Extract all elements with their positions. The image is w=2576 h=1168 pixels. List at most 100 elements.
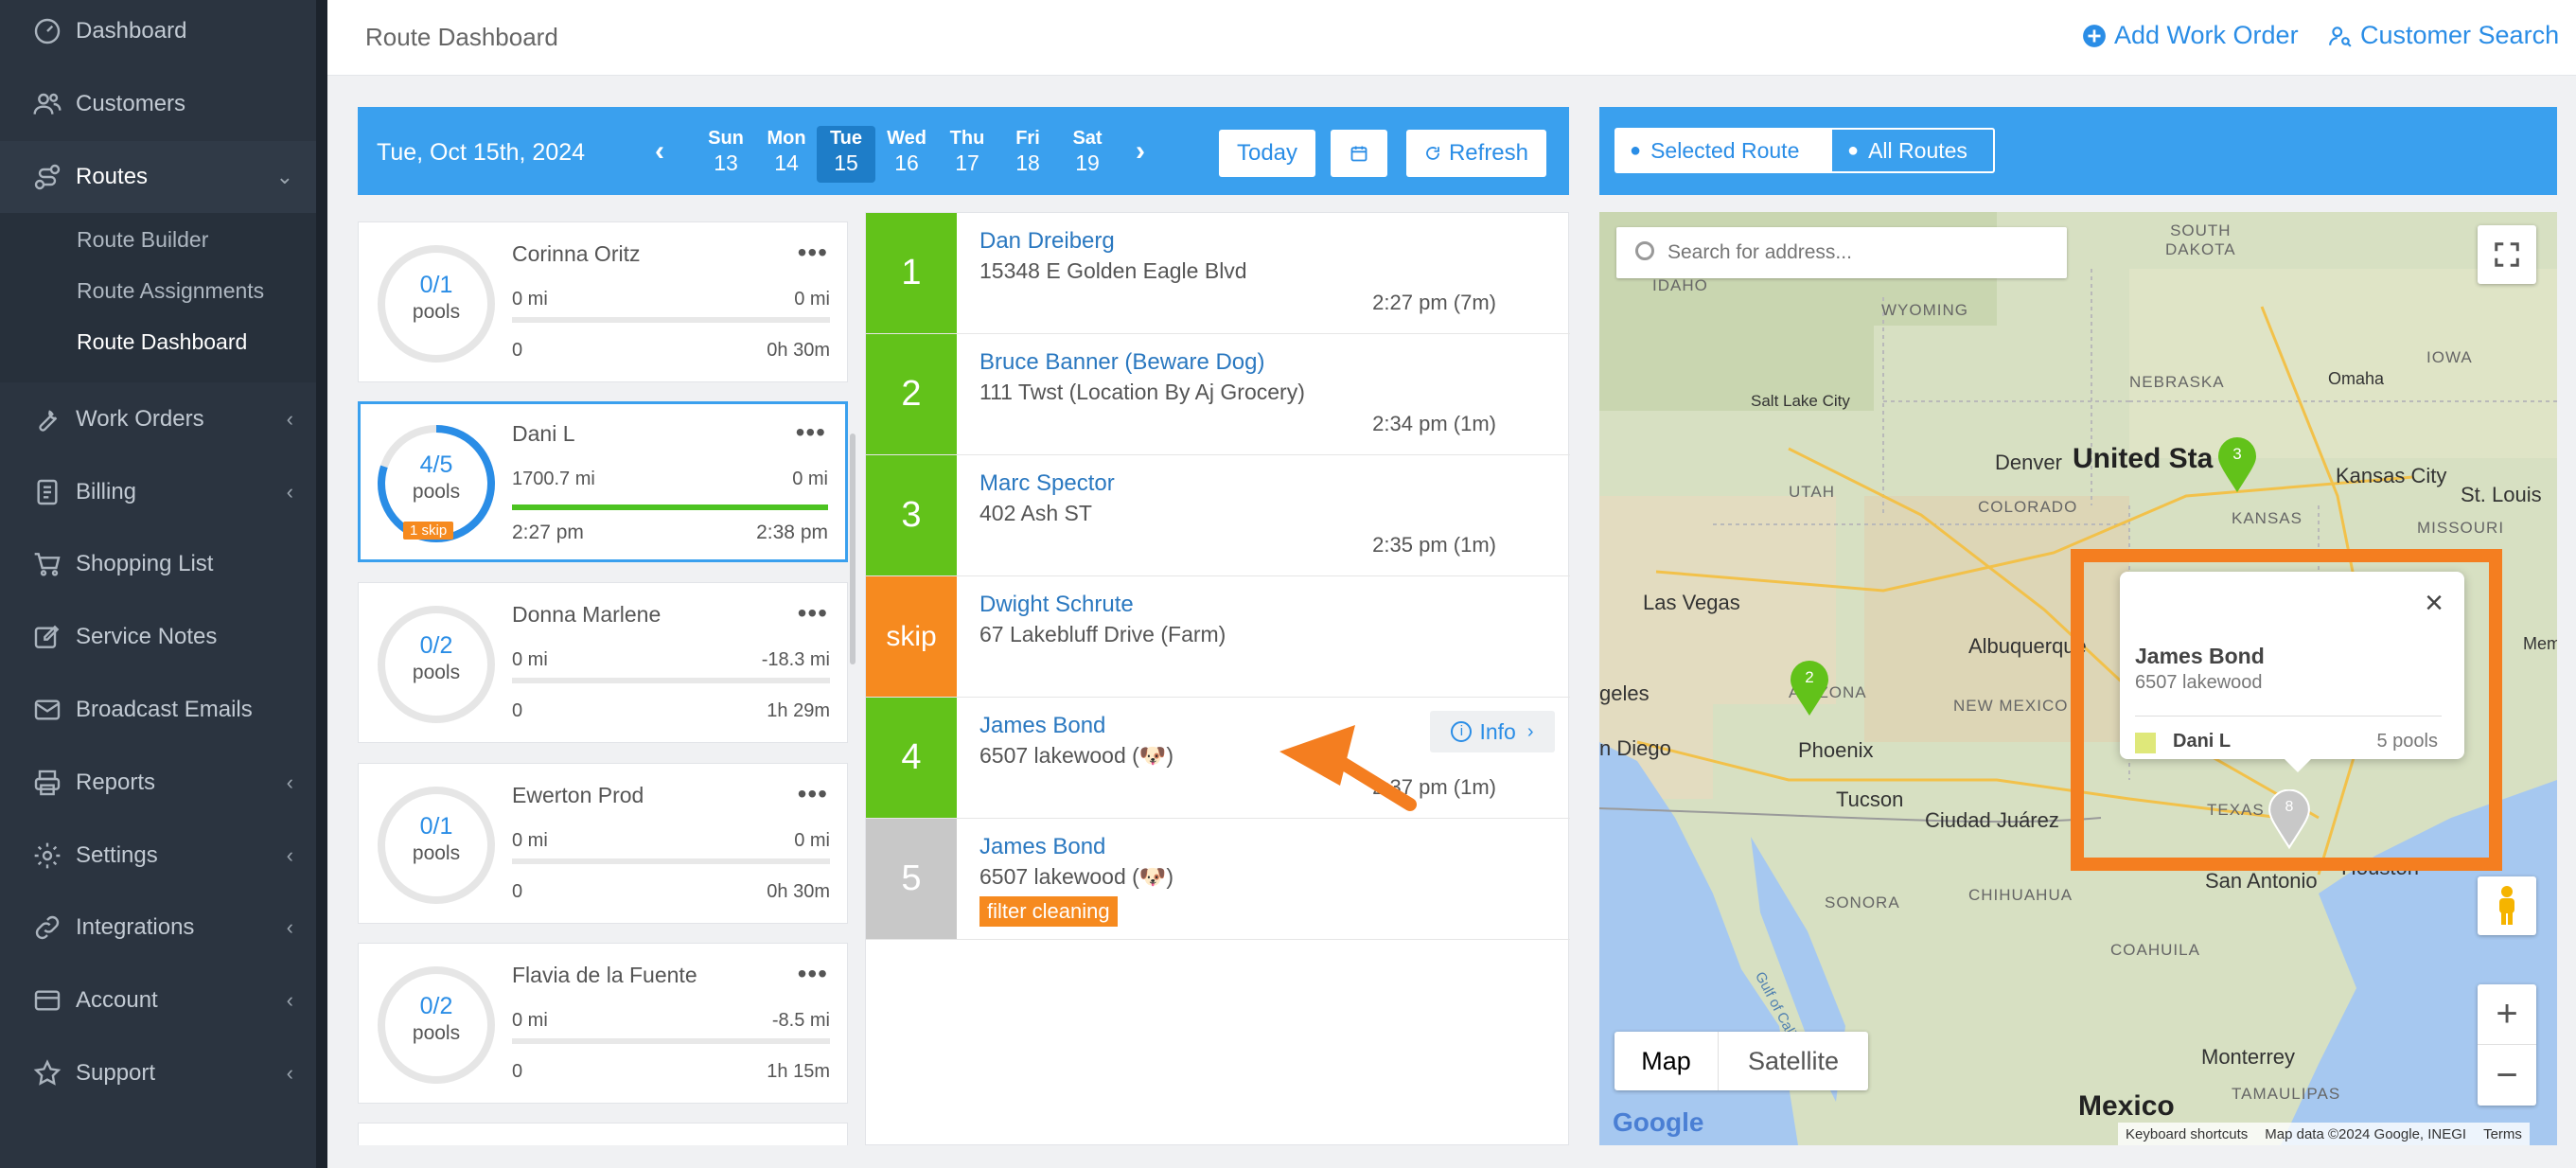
street-view-button[interactable]: [2478, 876, 2536, 935]
map-pin-selected[interactable]: 8: [2267, 788, 2311, 850]
day-num: 16: [894, 150, 919, 175]
refresh-button[interactable]: Refresh: [1406, 130, 1546, 177]
distance-right: 0 mi: [794, 289, 830, 310]
nav-service-notes[interactable]: Service Notes: [0, 601, 316, 673]
nav-broadcast-emails[interactable]: Broadcast Emails: [0, 674, 316, 746]
day-tue[interactable]: Tue 15: [817, 126, 875, 183]
progress-ring: [378, 245, 495, 363]
more-options-icon[interactable]: •••: [795, 417, 826, 447]
tech-card-partial[interactable]: [358, 1123, 848, 1145]
map-marker-icon: [1791, 661, 1828, 716]
customer-name-link[interactable]: James Bond: [979, 713, 1106, 738]
more-options-icon[interactable]: •••: [797, 959, 828, 988]
customer-name-link[interactable]: James Bond: [979, 834, 1106, 859]
ring-text: 4/5 pools: [376, 423, 497, 504]
tech-list-scrollbar[interactable]: [850, 434, 856, 664]
customer-name-link[interactable]: Bruce Banner (Beware Dog): [979, 349, 1265, 375]
day-sun[interactable]: Sun 13: [697, 126, 755, 183]
tech-card-selected[interactable]: 4/5 pools 1 skip Dani L ••• 1700.7 mi 0 m…: [358, 401, 848, 562]
calendar-button[interactable]: [1331, 130, 1387, 177]
fullscreen-button[interactable]: [2478, 225, 2536, 284]
nav-account[interactable]: Account ‹: [0, 964, 316, 1036]
map-marker-icon: [2268, 788, 2310, 850]
submenu-route-builder[interactable]: Route Builder: [77, 227, 209, 252]
submenu-route-assignments[interactable]: Route Assignments: [77, 278, 265, 303]
search-icon: [1635, 241, 1654, 260]
day-fri[interactable]: Fri 18: [998, 126, 1057, 183]
customer-name-link[interactable]: Dwight Schrute: [979, 592, 1134, 617]
prev-week-icon[interactable]: ‹: [655, 135, 664, 167]
sidebar-scrollbar[interactable]: [316, 0, 327, 1168]
day-name: Sun: [708, 128, 744, 149]
map-label-tucson: Tucson: [1836, 788, 1904, 811]
zoom-in-button[interactable]: +: [2478, 984, 2536, 1045]
calendar-icon: [1350, 146, 1367, 162]
nav-support[interactable]: Support ‹: [0, 1037, 316, 1109]
all-routes-button[interactable]: ● All Routes: [1830, 128, 1995, 173]
map-toolbar: ● Selected Route ● All Routes: [1599, 107, 2557, 195]
pool-ratio: 0/2: [419, 632, 453, 659]
stop-number: skip: [866, 576, 957, 697]
map-type-control: Map Satellite: [1614, 1032, 1868, 1090]
route-stop-skipped[interactable]: skip Dwight Schrute 67 Lakebluff Drive (…: [866, 576, 1570, 698]
stat-left: 0: [512, 1061, 523, 1082]
customer-name-link[interactable]: Dan Dreiberg: [979, 228, 1115, 254]
stop-number: 5: [866, 819, 957, 939]
more-options-icon[interactable]: •••: [797, 238, 828, 267]
nav-billing[interactable]: Billing ‹: [0, 456, 316, 528]
more-options-icon[interactable]: •••: [797, 598, 828, 628]
map-pin-3[interactable]: 3: [2216, 437, 2258, 494]
map-type-map-button[interactable]: Map: [1614, 1032, 1719, 1090]
nav-label: Work Orders: [76, 406, 204, 432]
add-work-order-label: Add Work Order: [2114, 21, 2299, 49]
map-type-satellite-button[interactable]: Satellite: [1747, 1047, 1840, 1075]
route-stop[interactable]: 3 Marc Spector 402 Ash ST 2:35 pm (1m): [866, 455, 1570, 576]
next-week-icon[interactable]: ›: [1136, 135, 1145, 167]
nav-shopping-list[interactable]: Shopping List: [0, 528, 316, 600]
add-work-order-link[interactable]: Add Work Order: [2082, 21, 2299, 50]
tech-card[interactable]: 0/2 pools Flavia de la Fuente ••• 0 mi -8…: [358, 943, 848, 1104]
page-title: Route Dashboard: [365, 23, 558, 51]
nav-integrations[interactable]: Integrations ‹: [0, 892, 316, 964]
pin-label: 3: [2232, 445, 2242, 463]
day-thu[interactable]: Thu 17: [938, 126, 997, 183]
map-search-box[interactable]: [1616, 227, 2067, 278]
terms-link[interactable]: Terms: [2483, 1125, 2522, 1142]
nav-routes[interactable]: Routes ⌄: [0, 141, 316, 213]
day-sat[interactable]: Sat 19: [1058, 126, 1117, 183]
day-wed[interactable]: Wed 16: [877, 126, 936, 183]
zoom-out-button[interactable]: −: [2496, 1053, 2518, 1096]
distance-right: 0 mi: [794, 830, 830, 851]
tech-card[interactable]: 0/2 pools Donna Marlene ••• 0 mi -18.3 mi…: [358, 582, 848, 743]
more-options-icon[interactable]: •••: [797, 779, 828, 808]
day-mon[interactable]: Mon 14: [757, 126, 816, 183]
today-button[interactable]: Today: [1219, 130, 1315, 177]
chevron-left-icon: ‹: [286, 770, 293, 794]
map-label-los-angeles: geles: [1599, 681, 1650, 705]
info-button[interactable]: i Info ›: [1430, 711, 1555, 752]
route-stop[interactable]: 1 Dan Dreiberg 15348 E Golden Eagle Blvd…: [866, 213, 1570, 334]
keyboard-shortcuts-link[interactable]: Keyboard shortcuts: [2126, 1125, 2249, 1142]
nav-settings[interactable]: Settings ‹: [0, 820, 316, 892]
pegman-icon: [2499, 886, 2514, 925]
map-pin-2[interactable]: 2: [1789, 661, 1830, 717]
tech-card[interactable]: 0/1 pools Corinna Oritz ••• 0 mi 0 mi 0 0…: [358, 221, 848, 382]
ring-text: 0/1 pools: [376, 243, 497, 324]
map-search-input[interactable]: [1616, 227, 2067, 278]
nav-dashboard[interactable]: Dashboard: [0, 0, 316, 67]
popup-tech-name: Dani L: [2173, 731, 2232, 752]
selected-route-button[interactable]: ● Selected Route: [1614, 128, 1830, 173]
nav-customers[interactable]: Customers: [0, 68, 316, 140]
nav-work-orders[interactable]: Work Orders ‹: [0, 383, 316, 455]
map-label-san-diego: n Diego: [1599, 736, 1671, 760]
tech-card[interactable]: 0/1 pools Ewerton Prod ••• 0 mi 0 mi 0 0h…: [358, 763, 848, 924]
route-stop[interactable]: 5 James Bond 6507 lakewood (🐶) filter cl…: [866, 819, 1570, 940]
route-stop[interactable]: 4 James Bond 6507 lakewood (🐶) 2:37 pm (…: [866, 698, 1570, 819]
close-icon[interactable]: ×: [2425, 585, 2444, 621]
customer-search-link[interactable]: Customer Search: [2328, 21, 2559, 50]
customer-name-link[interactable]: Marc Spector: [979, 470, 1115, 496]
route-stop[interactable]: 2 Bruce Banner (Beware Dog) 111 Twst (Lo…: [866, 334, 1570, 455]
nav-reports[interactable]: Reports ‹: [0, 747, 316, 819]
submenu-route-dashboard[interactable]: Route Dashboard: [77, 329, 248, 354]
current-date: Tue, Oct 15th, 2024: [377, 139, 586, 166]
